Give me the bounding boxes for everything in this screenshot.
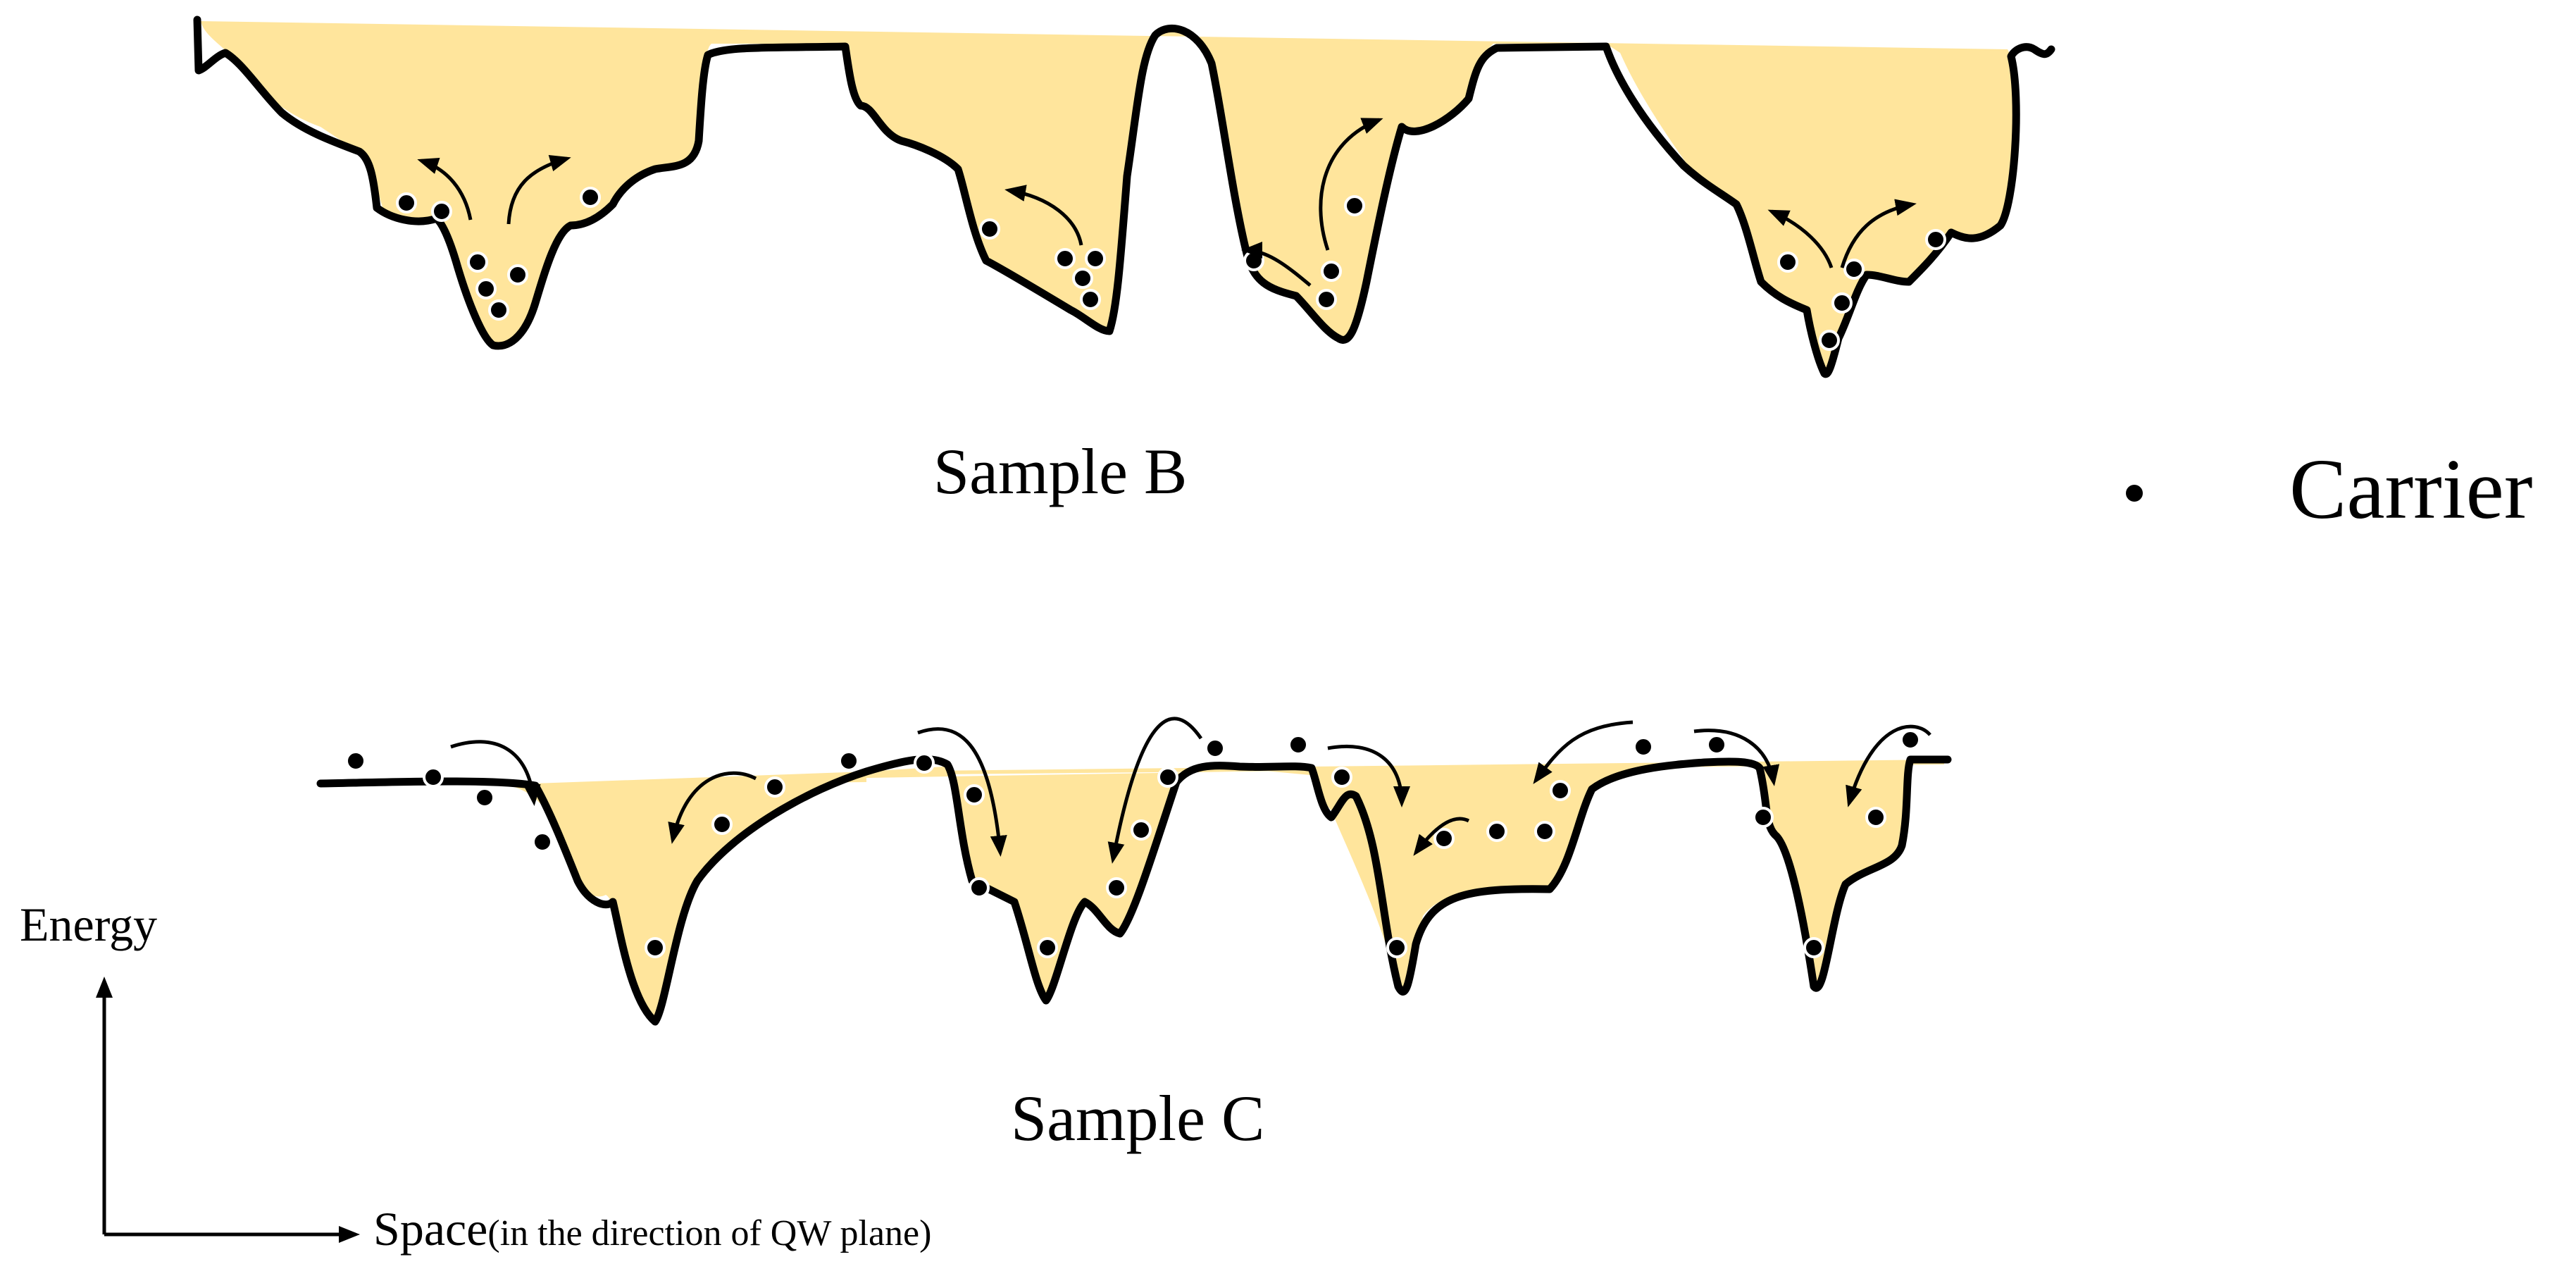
carrier-dot bbox=[431, 201, 452, 222]
legend: Carrier bbox=[2126, 442, 2532, 537]
energy-axis-label: Energy bbox=[20, 898, 157, 951]
hop-arrow bbox=[417, 158, 473, 221]
hop-arrow bbox=[1107, 717, 1203, 864]
hop-arrow bbox=[1767, 209, 1834, 268]
carrier-dot bbox=[474, 787, 495, 808]
carrier-dot bbox=[1205, 738, 1226, 759]
hop-arrow bbox=[1533, 720, 1634, 784]
carrier-dot bbox=[1131, 819, 1152, 841]
sample-c-carriers bbox=[345, 729, 1921, 958]
carrier-dot bbox=[1106, 877, 1127, 898]
hop-arrow bbox=[1004, 185, 1083, 246]
hop-arrow bbox=[1413, 817, 1470, 856]
carrier-dot bbox=[1706, 734, 1727, 755]
carrier-dot bbox=[423, 767, 444, 788]
carrier-dot bbox=[1803, 937, 1824, 958]
carrier-dot bbox=[1550, 780, 1571, 801]
carrier-dot bbox=[1316, 289, 1337, 310]
carrier-dot bbox=[1865, 807, 1886, 828]
hop-arrow bbox=[1693, 729, 1780, 786]
space-axis-label: Space(in the direction of QW plane) bbox=[373, 1202, 931, 1256]
hop-arrow bbox=[1846, 724, 1931, 807]
hop-arrow bbox=[1319, 118, 1383, 251]
sample-b-fill bbox=[201, 21, 2017, 374]
carrier-dot bbox=[1037, 937, 1058, 958]
carrier-dot bbox=[1486, 821, 1507, 842]
hop-arrow bbox=[917, 727, 1007, 857]
carrier-dot bbox=[1777, 252, 1798, 273]
sample-c-label: Sample C bbox=[1011, 1082, 1264, 1154]
sample-b-label: Sample B bbox=[933, 435, 1187, 507]
hop-arrow bbox=[506, 154, 571, 225]
carrier-dot bbox=[1433, 828, 1455, 849]
sample-b-arrows bbox=[417, 118, 1917, 287]
carrier-dot bbox=[345, 750, 366, 772]
carrier-dot bbox=[1344, 195, 1365, 216]
carrier-dot bbox=[1386, 937, 1407, 958]
sample-c-landscape bbox=[316, 717, 1952, 1026]
carrier-dot bbox=[1072, 268, 1093, 289]
carrier-dot bbox=[1819, 330, 1840, 351]
carrier-dot bbox=[1633, 736, 1654, 757]
carrier-dot bbox=[979, 218, 1000, 240]
carrier-dot bbox=[914, 752, 935, 774]
carrier-dot bbox=[1288, 734, 1309, 755]
sample-b-landscape bbox=[193, 16, 2055, 378]
axes bbox=[96, 977, 360, 1243]
carrier-dot bbox=[396, 192, 417, 213]
sample-c-arrows bbox=[450, 717, 1931, 864]
sample-b-boundary bbox=[193, 16, 2055, 378]
carrier-dot bbox=[580, 187, 601, 208]
carrier-dot bbox=[475, 278, 497, 299]
hop-arrow bbox=[450, 740, 541, 806]
carrier-dot bbox=[532, 831, 553, 853]
space-axis-label-main: Space bbox=[373, 1202, 487, 1256]
carrier-dot bbox=[488, 299, 509, 321]
carrier-dot bbox=[1753, 807, 1774, 828]
carrier-dot bbox=[711, 814, 733, 835]
space-axis-label-note: (in the direction of QW plane) bbox=[487, 1213, 931, 1253]
sample-c-fill bbox=[493, 760, 1944, 1022]
sample-b-carriers bbox=[396, 187, 1946, 351]
carrier-dot bbox=[1321, 261, 1342, 282]
carrier-dot bbox=[1054, 248, 1076, 269]
carrier-dot bbox=[1534, 821, 1555, 842]
hop-arrow bbox=[668, 771, 757, 844]
carrier-dot bbox=[1925, 229, 1946, 250]
legend-carrier-dot bbox=[2126, 485, 2143, 502]
carrier-dot bbox=[1080, 289, 1101, 310]
carrier-dot bbox=[467, 252, 488, 273]
hop-arrow bbox=[1241, 242, 1312, 287]
carrier-dot bbox=[1331, 767, 1352, 788]
carrier-dot bbox=[1831, 292, 1853, 314]
hop-arrow bbox=[1327, 744, 1410, 807]
legend-carrier-label: Carrier bbox=[2289, 442, 2532, 537]
carrier-dot bbox=[1085, 248, 1106, 269]
carrier-dot bbox=[838, 750, 859, 772]
carrier-dot bbox=[645, 937, 666, 958]
carrier-dot bbox=[507, 264, 528, 285]
carrier-dot bbox=[764, 776, 785, 798]
hop-arrow bbox=[1840, 199, 1917, 268]
carrier-dot bbox=[964, 784, 985, 805]
carrier-dot bbox=[1843, 259, 1865, 280]
carrier-dot bbox=[969, 877, 990, 898]
carrier-dot bbox=[1157, 767, 1178, 788]
carrier-dot bbox=[1900, 729, 1921, 750]
